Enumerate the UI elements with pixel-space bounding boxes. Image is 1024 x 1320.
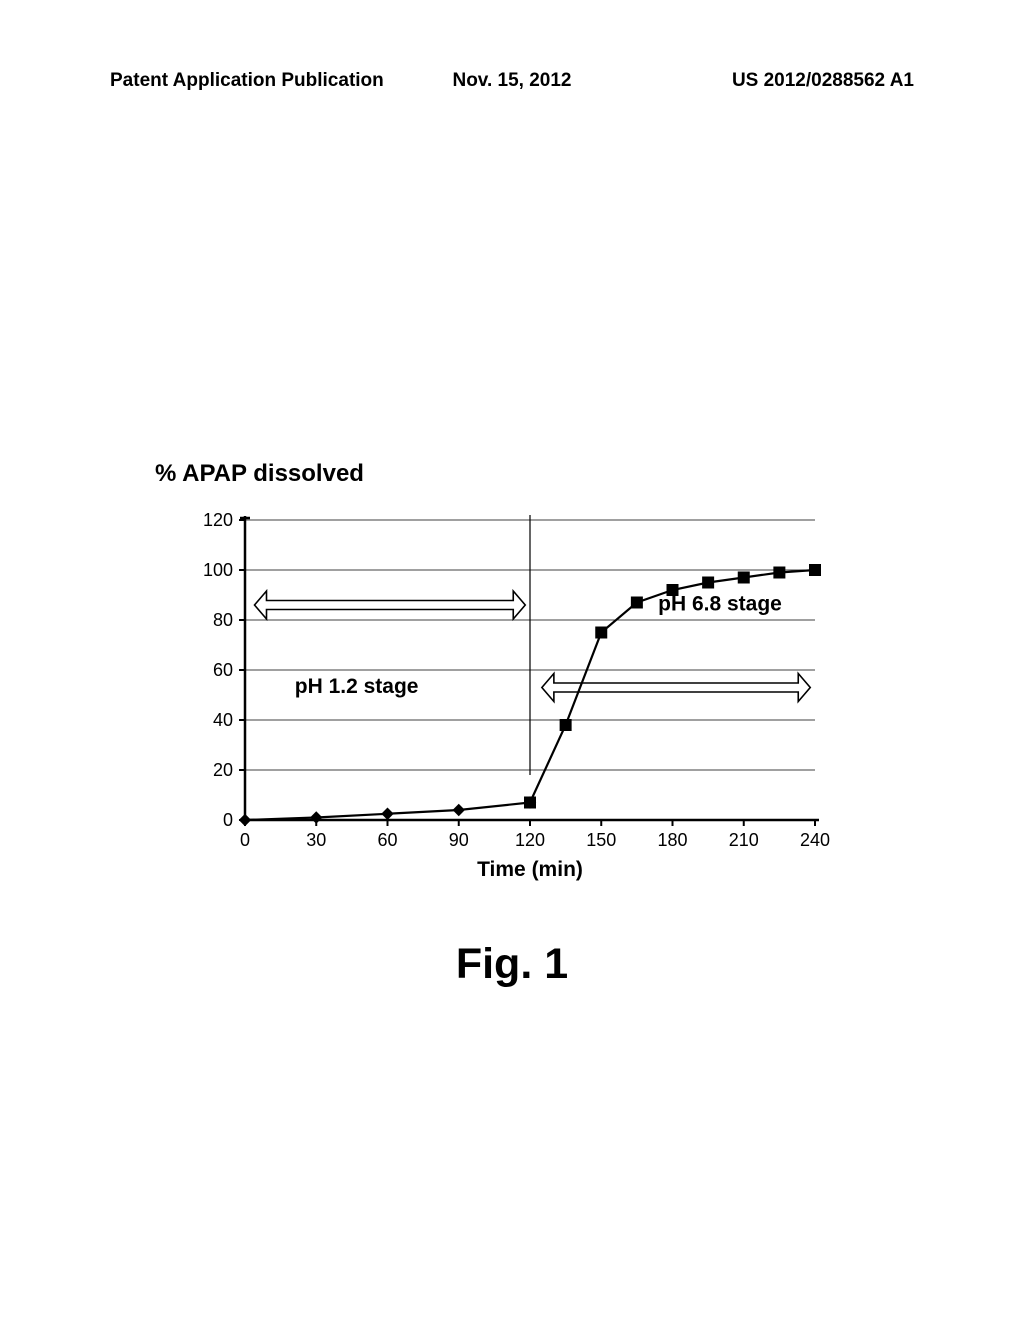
- figure-label: Fig. 1: [0, 940, 1024, 989]
- svg-text:40: 40: [213, 710, 233, 730]
- svg-text:60: 60: [377, 830, 397, 850]
- svg-text:90: 90: [449, 830, 469, 850]
- svg-text:120: 120: [515, 830, 545, 850]
- svg-text:240: 240: [800, 830, 830, 850]
- svg-text:210: 210: [729, 830, 759, 850]
- svg-text:100: 100: [203, 560, 233, 580]
- svg-text:60: 60: [213, 660, 233, 680]
- dissolution-chart: 0 20 40 60 80 100 120 0 30 60 90 120 150 180 210 240 Tim…: [0, 0, 1024, 1320]
- svg-text:150: 150: [586, 830, 616, 850]
- svg-text:0: 0: [223, 810, 233, 830]
- svg-text:20: 20: [213, 760, 233, 780]
- svg-text:120: 120: [203, 510, 233, 530]
- svg-text:80: 80: [213, 610, 233, 630]
- svg-text:0: 0: [240, 830, 250, 850]
- svg-text:30: 30: [306, 830, 326, 850]
- svg-text:180: 180: [657, 830, 687, 850]
- svg-text:Time (min): Time (min): [477, 858, 583, 881]
- svg-text:pH 1.2 stage: pH 1.2 stage: [295, 675, 419, 698]
